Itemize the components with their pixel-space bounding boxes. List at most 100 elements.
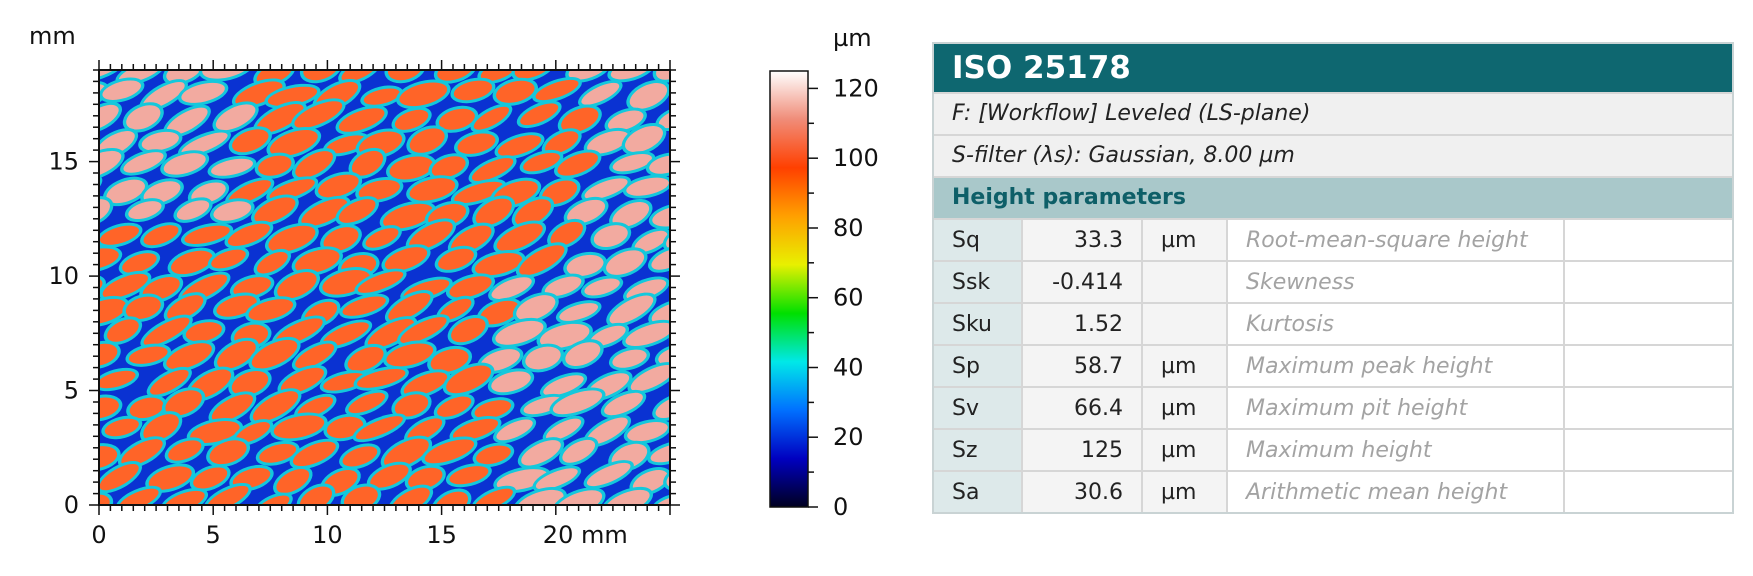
y-tick-label: 10 <box>48 262 79 290</box>
surface-grain <box>364 316 418 351</box>
grain-rim <box>674 170 724 211</box>
surface-grain <box>103 316 143 345</box>
colorbar: 0 20 40 60 80 100 120 <box>769 70 879 521</box>
surface-grain <box>351 507 407 545</box>
grain-rim <box>26 99 74 130</box>
surface-grain <box>99 77 145 103</box>
surface-grain <box>651 492 670 505</box>
grain-plateau <box>256 70 292 85</box>
surface-grain <box>515 242 568 279</box>
surface-grain <box>266 127 322 159</box>
surface-grain <box>626 80 670 112</box>
grain-plateau <box>612 153 652 172</box>
grain-plateau <box>451 317 486 343</box>
surface-grain <box>655 105 670 132</box>
surface-grain <box>476 297 523 328</box>
grain-plateau <box>449 466 489 485</box>
grain-plateau <box>649 155 670 174</box>
surface-grain <box>140 314 193 349</box>
grain-plateau <box>181 82 225 103</box>
surface-grain <box>160 150 210 178</box>
grain-plateau <box>543 375 584 396</box>
surface-grain <box>360 85 404 108</box>
grain-plateau <box>58 322 96 354</box>
surface-grain <box>511 70 557 82</box>
grain-plateau <box>277 271 317 299</box>
grain-plateau <box>516 295 556 321</box>
param-value: 33.3 <box>1021 218 1142 261</box>
surface-grain <box>145 463 196 493</box>
surface-grain <box>454 130 499 157</box>
grain-plateau <box>496 223 543 251</box>
surface-grain <box>652 70 670 83</box>
grain-plateau <box>568 70 609 80</box>
grain-plateau <box>516 489 564 505</box>
surface-grain <box>253 101 307 136</box>
surface-grain <box>26 99 74 130</box>
surface-grain <box>255 440 300 466</box>
grain-plateau <box>606 250 645 275</box>
surface-grain <box>99 461 142 494</box>
grain-plateau <box>233 277 271 297</box>
grain-plateau <box>557 152 598 176</box>
surface-grain <box>405 218 457 253</box>
surface-grain <box>396 314 450 347</box>
param-row-sv: Sv 66.4 µm Maximum pit height <box>934 386 1732 429</box>
surface-grain <box>541 128 582 157</box>
grain-plateau <box>452 418 499 441</box>
grain-plateau <box>45 410 99 444</box>
grain-plateau <box>292 441 336 467</box>
grain-plateau <box>128 201 162 220</box>
surface-grain <box>362 225 402 251</box>
surface-grain <box>669 266 670 303</box>
grain-plateau <box>480 70 516 81</box>
grain-plateau <box>370 464 409 488</box>
param-extra-cell <box>1563 302 1732 345</box>
param-unit: µm <box>1141 218 1227 261</box>
param-description: Skewness <box>1226 260 1564 303</box>
surface-grain <box>101 415 143 440</box>
surface-grain <box>335 105 388 135</box>
grain-plateau <box>125 296 161 320</box>
surface-grain <box>100 505 149 540</box>
surface-grain <box>122 293 165 323</box>
surface-grain <box>163 104 211 138</box>
surface-grain <box>162 70 205 86</box>
grain-plateau <box>514 70 554 79</box>
surface-grain <box>668 406 716 445</box>
grain-plateau <box>267 86 318 106</box>
param-row-sz: Sz 125 µm Maximum height <box>934 428 1732 471</box>
grain-plateau <box>497 135 542 157</box>
grain-plateau <box>326 135 367 154</box>
grain-plateau <box>471 158 514 182</box>
grain-rim <box>668 365 719 405</box>
grain-plateau <box>99 494 110 505</box>
surface-grain <box>604 107 647 134</box>
surface-grain <box>140 222 182 249</box>
grain-plateau <box>57 465 97 492</box>
surface-grain <box>177 79 229 106</box>
surface-grain <box>249 388 302 425</box>
grain-plateau <box>211 394 253 422</box>
grain-plateau <box>678 175 719 208</box>
grain-plateau <box>651 248 670 270</box>
grain-plateau <box>584 178 628 200</box>
grain-plateau <box>184 225 230 244</box>
surface-grain <box>99 222 143 248</box>
grain-plateau <box>651 301 670 325</box>
surface-grain <box>291 340 338 372</box>
surface-grain <box>99 443 121 472</box>
surface-grain <box>207 246 250 272</box>
grain-plateau <box>356 512 403 542</box>
grain-plateau <box>554 490 603 505</box>
grain-plateau <box>252 391 299 422</box>
surface-grain <box>391 391 432 420</box>
grain-plateau <box>562 439 596 463</box>
surface-grain <box>207 155 257 179</box>
surface-grain <box>449 416 502 444</box>
surface-grain <box>118 250 161 276</box>
param-row-sq: Sq 33.3 µm Root-mean-square height <box>934 218 1732 261</box>
grain-plateau <box>403 372 448 396</box>
grain-plateau <box>99 463 139 491</box>
surface-grain <box>565 70 612 83</box>
